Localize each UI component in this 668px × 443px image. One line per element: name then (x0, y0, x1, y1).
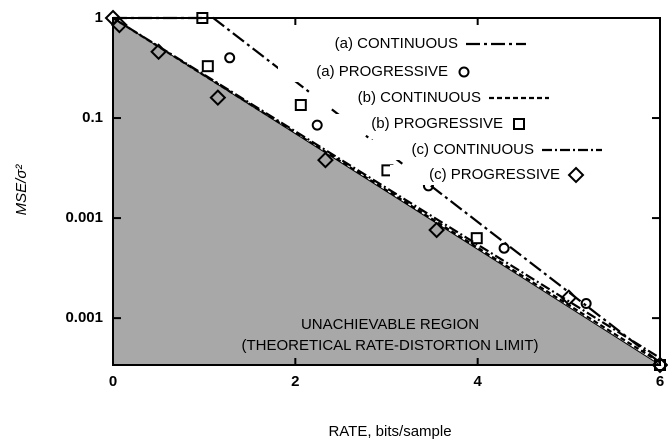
legend-entry: (a) CONTINUOUS (288, 34, 533, 54)
marker-square (196, 12, 209, 24)
y-tick-label: 0.1 (82, 109, 103, 126)
marker-circle (580, 298, 592, 310)
annotation: UNACHIEVABLE REGION (301, 316, 479, 333)
legend-label: (a) CONTINUOUS (335, 35, 458, 52)
x-tick-label: 6 (656, 373, 664, 390)
marker-diamond (651, 356, 668, 374)
series-line (112, 17, 661, 359)
legend-bg (364, 140, 609, 160)
marker-square (201, 60, 214, 73)
x-tick-label: 2 (291, 373, 299, 390)
legend-label: (c) PROGRESSIVE (429, 166, 560, 183)
marker-diamond (209, 89, 227, 107)
marker-diamond (317, 151, 334, 169)
marker-diamond (567, 166, 585, 184)
marker-diamond (110, 16, 128, 34)
legend-entry: (b) PROGRESSIVE (333, 114, 528, 134)
legend-entry: (a) PROGRESSIVE (278, 62, 473, 82)
legend-bg (278, 62, 473, 82)
series-line (113, 16, 661, 364)
marker-circle (498, 242, 510, 254)
marker-diamond (428, 221, 446, 239)
marker-square (654, 359, 666, 371)
y-axis-label: MSE/σ² (13, 164, 30, 216)
marker-circle (224, 52, 236, 64)
legend-entry: (c) PROGRESSIVE (390, 165, 585, 185)
marker-square (294, 99, 307, 112)
marker-square (470, 232, 483, 245)
marker-diamond (560, 289, 578, 307)
legend-label: (b) CONTINUOUS (358, 89, 481, 106)
plot-frame (112, 17, 661, 366)
y-tick-label: 0.001 (65, 309, 103, 326)
y-tick-label: 0.001 (65, 209, 103, 226)
legend-label: (b) PROGRESSIVE (371, 115, 503, 132)
x-tick-label: 4 (473, 373, 482, 390)
legend-entry: (c) CONTINUOUS (364, 140, 609, 160)
marker-circle (458, 66, 470, 78)
legend-bg (390, 165, 585, 185)
y-tick-label: 1 (95, 9, 103, 26)
annotation: (THEORETICAL RATE-DISTORTION LIMIT) (242, 337, 539, 354)
x-axis-label: RATE, bits/sample (328, 423, 451, 440)
marker-square (513, 118, 525, 130)
legend-label: (c) CONTINUOUS (412, 141, 535, 158)
marker-diamond (150, 43, 167, 61)
marker-circle (311, 119, 323, 131)
legend-bg (333, 114, 528, 134)
legend-entry: (b) CONTINUOUS (311, 88, 556, 108)
legend-label: (a) PROGRESSIVE (316, 63, 448, 80)
legend-bg (288, 34, 533, 54)
legend-bg (311, 88, 556, 108)
x-tick-label: 0 (109, 373, 117, 390)
